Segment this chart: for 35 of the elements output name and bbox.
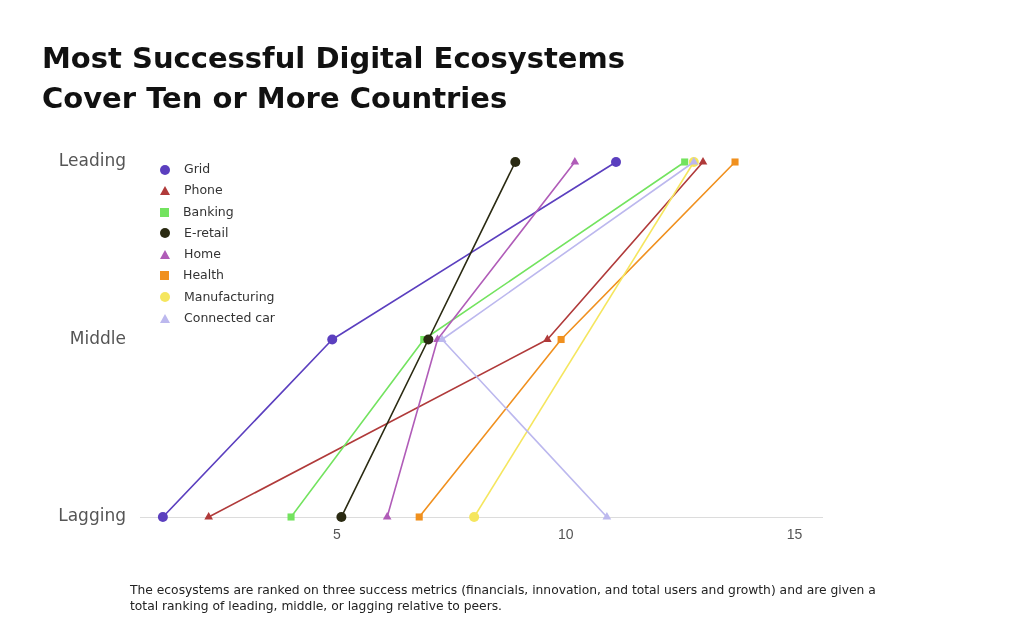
x-tick-label: 15 — [786, 526, 803, 543]
annotation: The ecosystems are ranked on three success metrics (financials, innovation, and total users and growth) and are given a total ranking of leading, middle, or lagging relative to peers. — [130, 582, 877, 614]
legend-label: Phone — [184, 182, 223, 198]
point — [423, 334, 434, 345]
point — [557, 335, 565, 344]
x-tick-label: 10 — [557, 526, 574, 543]
point — [204, 512, 213, 520]
legend-label: Manufacturing — [184, 288, 275, 304]
legend-label: Grid — [184, 161, 211, 176]
point — [510, 157, 521, 167]
point — [382, 512, 392, 520]
point — [681, 158, 689, 166]
chart-title: Most Successful Digital Ecosystems Cover Ten or More Countries — [42, 40, 626, 117]
point — [570, 157, 580, 165]
point — [602, 512, 612, 520]
legend-label: Connected car — [184, 310, 275, 326]
y-tick-label: Leading — [58, 150, 126, 171]
legend-label: Home — [184, 246, 221, 262]
y-tick-label: Middle — [69, 327, 126, 348]
point — [327, 334, 338, 345]
x-tick-label: 5 — [332, 526, 341, 543]
point — [543, 334, 552, 342]
point — [157, 512, 168, 522]
point — [437, 334, 447, 342]
point — [469, 512, 480, 522]
point — [698, 157, 708, 165]
legend-label: Banking — [183, 203, 234, 219]
legend-label: E-retail — [184, 224, 229, 240]
point — [731, 158, 739, 166]
y-tick-label: Lagging — [58, 505, 126, 526]
legend-label: Health — [183, 267, 225, 283]
point — [336, 512, 347, 522]
point — [415, 513, 423, 521]
point — [611, 157, 622, 167]
point — [287, 513, 295, 521]
